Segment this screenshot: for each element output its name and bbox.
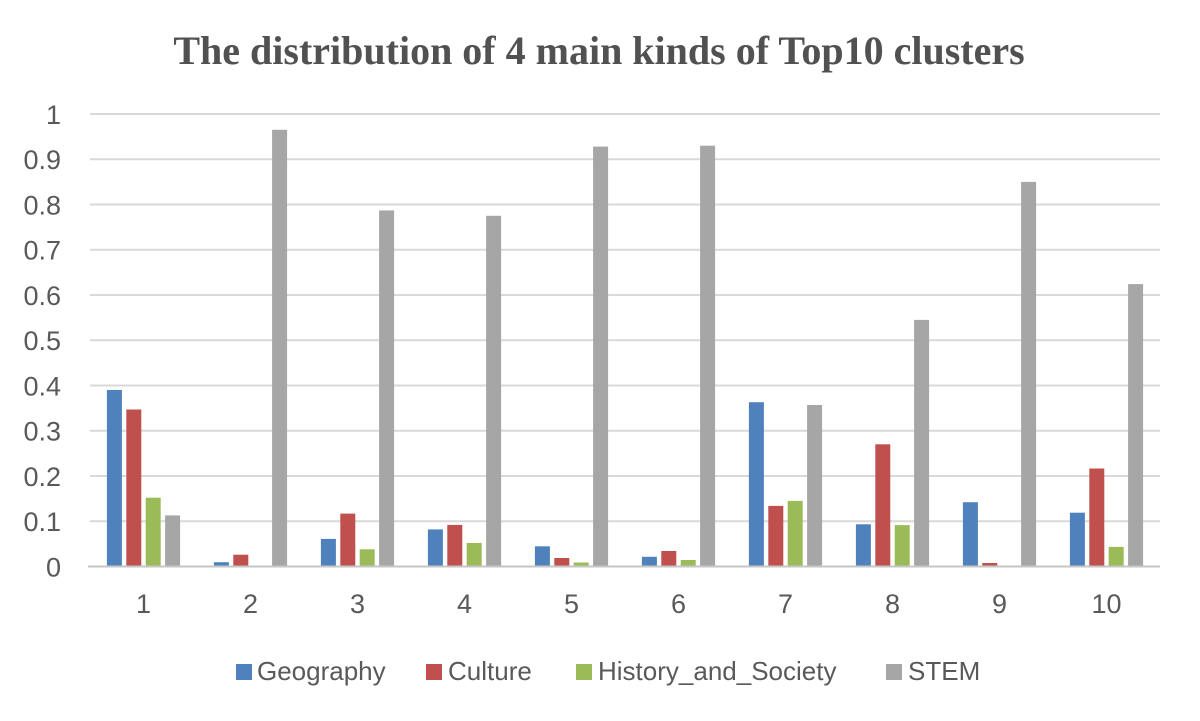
svg-text:8: 8 xyxy=(885,589,900,619)
svg-text:10: 10 xyxy=(1091,589,1121,619)
svg-text:1: 1 xyxy=(46,100,61,130)
svg-text:History_and_Society: History_and_Society xyxy=(598,656,836,686)
svg-text:The distribution of 4 main kin: The distribution of 4 main kinds of Top1… xyxy=(173,28,1024,73)
svg-text:0: 0 xyxy=(46,552,61,582)
svg-text:6: 6 xyxy=(671,589,686,619)
svg-text:0.2: 0.2 xyxy=(23,462,61,492)
svg-text:0.7: 0.7 xyxy=(23,236,61,266)
svg-text:0.6: 0.6 xyxy=(23,281,61,311)
svg-text:STEM: STEM xyxy=(908,656,980,686)
svg-text:7: 7 xyxy=(778,589,793,619)
svg-text:Geography: Geography xyxy=(257,656,386,686)
svg-text:1: 1 xyxy=(136,589,151,619)
svg-text:5: 5 xyxy=(564,589,579,619)
svg-text:0.4: 0.4 xyxy=(23,371,61,401)
svg-text:2: 2 xyxy=(243,589,258,619)
svg-text:9: 9 xyxy=(992,589,1007,619)
svg-text:0.3: 0.3 xyxy=(23,417,61,447)
svg-text:0.1: 0.1 xyxy=(23,507,61,537)
svg-text:4: 4 xyxy=(457,589,472,619)
svg-text:Culture: Culture xyxy=(448,656,532,686)
svg-text:0.9: 0.9 xyxy=(23,145,61,175)
svg-text:0.8: 0.8 xyxy=(23,190,61,220)
svg-text:0.5: 0.5 xyxy=(23,326,61,356)
svg-text:3: 3 xyxy=(350,589,365,619)
